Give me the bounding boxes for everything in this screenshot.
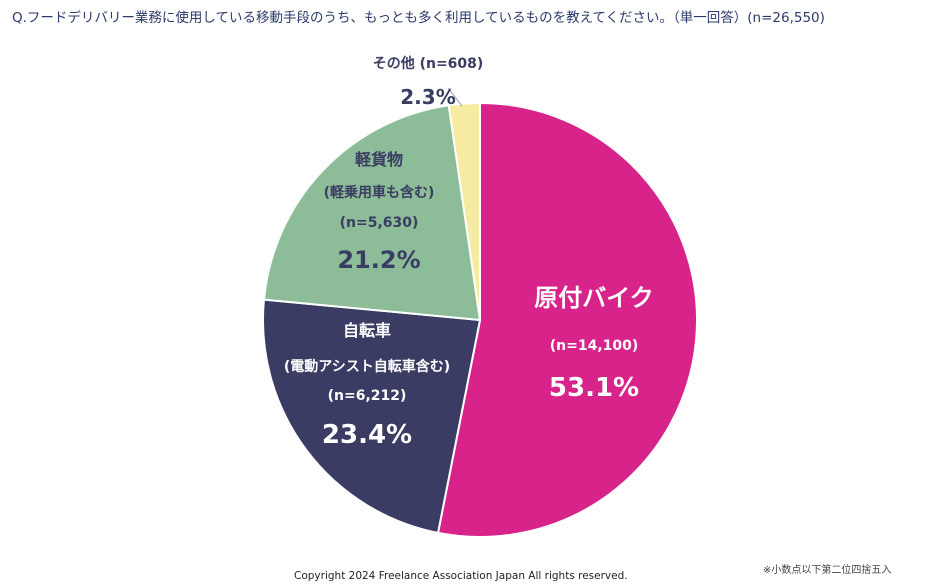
label-light-cargo: 軽貨物 [355, 150, 403, 169]
sublabel-light-cargo: (軽乗用車も含む) [324, 184, 435, 201]
pct-other: 2.3% [400, 85, 455, 109]
copyright: Copyright 2024 Freelance Association Jap… [294, 570, 628, 582]
n-bicycle: (n=6,212) [328, 388, 407, 404]
label-bicycle: 自転車 [343, 321, 391, 340]
pct-moped: 53.1% [549, 373, 639, 403]
label-moped: 原付バイク [534, 284, 654, 312]
pct-bicycle: 23.4% [322, 420, 412, 450]
slice-moped [436, 101, 698, 538]
n-moped: (n=14,100) [550, 338, 639, 354]
n-light-cargo: (n=5,630) [340, 215, 419, 231]
label-other: その他 (n=608) [373, 55, 484, 72]
slice-light-cargo [262, 104, 482, 322]
sublabel-bicycle: (電動アシスト自転車含む) [284, 358, 450, 375]
leader-line-other [447, 87, 463, 107]
slice-bicycle [262, 298, 482, 535]
pct-light-cargo: 21.2% [337, 246, 420, 274]
chart-title: Q.フードデリバリー業務に使用している移動手段のうち、もっとも多く利用しているも… [12, 10, 825, 26]
rounding-note: ※小数点以下第二位四捨五入 [763, 565, 892, 576]
slice-other [447, 101, 481, 321]
